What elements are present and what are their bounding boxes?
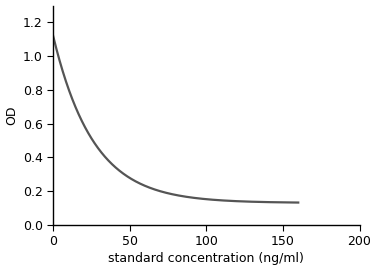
X-axis label: standard concentration (ng/ml): standard concentration (ng/ml) [108,253,304,265]
Y-axis label: OD: OD [6,105,18,125]
